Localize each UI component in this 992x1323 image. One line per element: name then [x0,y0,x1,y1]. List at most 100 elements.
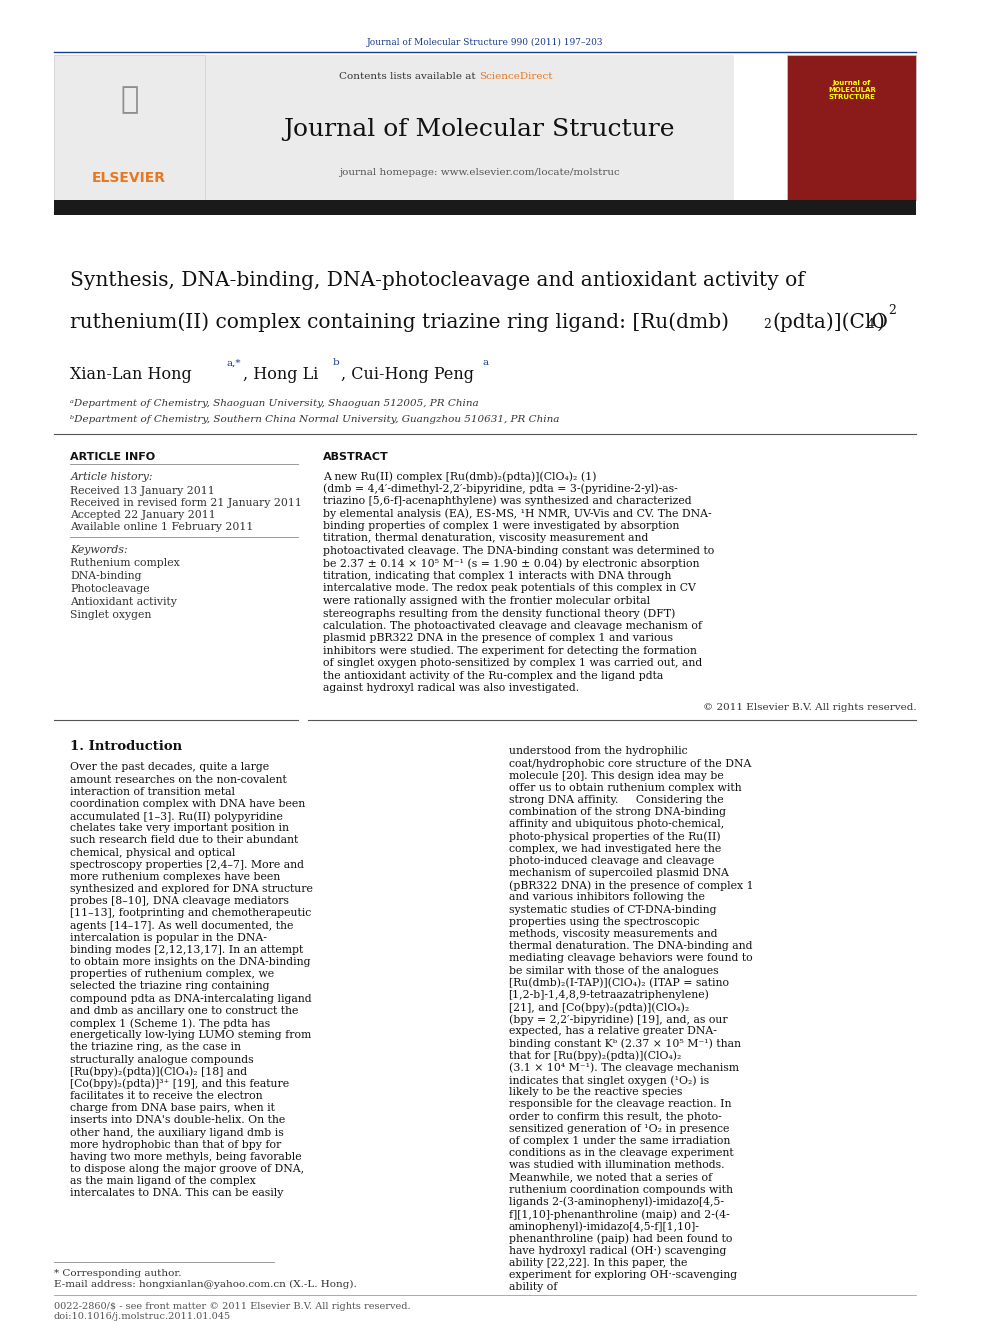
Text: doi:10.1016/j.molstruc.2011.01.045: doi:10.1016/j.molstruc.2011.01.045 [54,1312,231,1322]
Text: binding modes [2,12,13,17]. In an attempt: binding modes [2,12,13,17]. In an attemp… [70,945,304,955]
Text: Journal of Molecular Structure 990 (2011) 197–203: Journal of Molecular Structure 990 (2011… [367,38,603,48]
Text: mediating cleavage behaviors were found to: mediating cleavage behaviors were found … [509,954,752,963]
FancyBboxPatch shape [54,200,917,214]
Text: , Hong Li: , Hong Li [243,366,318,384]
Text: was studied with illumination methods.: was studied with illumination methods. [509,1160,724,1171]
Text: be similar with those of the analogues: be similar with those of the analogues [509,966,718,975]
FancyBboxPatch shape [788,54,917,200]
Text: inhibitors were studied. The experiment for detecting the formation: inhibitors were studied. The experiment … [322,646,696,656]
Text: that for [Ru(bpy)₂(pdta)](ClO₄)₂: that for [Ru(bpy)₂(pdta)](ClO₄)₂ [509,1050,681,1061]
Text: inserts into DNA's double-helix. On the: inserts into DNA's double-helix. On the [70,1115,286,1126]
Text: Photocleavage: Photocleavage [70,583,150,594]
Text: understood from the hydrophilic: understood from the hydrophilic [509,746,687,757]
Text: (pdta)](ClO: (pdta)](ClO [773,312,889,332]
Text: 0022-2860/$ - see front matter © 2011 Elsevier B.V. All rights reserved.: 0022-2860/$ - see front matter © 2011 El… [54,1302,411,1311]
Text: by elemental analysis (EA), ES-MS, ¹H NMR, UV-Vis and CV. The DNA-: by elemental analysis (EA), ES-MS, ¹H NM… [322,508,711,519]
Text: properties using the spectroscopic: properties using the spectroscopic [509,917,699,927]
Text: structurally analogue compounds: structurally analogue compounds [70,1054,254,1065]
Text: 4: 4 [867,318,875,331]
Text: chemical, physical and optical: chemical, physical and optical [70,848,236,857]
Text: Over the past decades, quite a large: Over the past decades, quite a large [70,762,270,773]
Text: [Ru(dmb)₂(I-TAP)](ClO₄)₂ (ITAP = satino: [Ru(dmb)₂(I-TAP)](ClO₄)₂ (ITAP = satino [509,978,728,988]
Text: facilitates it to receive the electron: facilitates it to receive the electron [70,1091,263,1101]
Text: and various inhibitors following the: and various inhibitors following the [509,893,704,902]
Text: Received in revised form 21 January 2011: Received in revised form 21 January 2011 [70,497,303,508]
Text: complex 1 (Scheme 1). The pdta has: complex 1 (Scheme 1). The pdta has [70,1017,271,1028]
Text: compound pdta as DNA-intercalating ligand: compound pdta as DNA-intercalating ligan… [70,994,312,1004]
Text: against hydroxyl radical was also investigated.: against hydroxyl radical was also invest… [322,683,579,693]
FancyBboxPatch shape [54,54,733,200]
Text: ABSTRACT: ABSTRACT [322,452,389,462]
Text: DNA-binding: DNA-binding [70,570,142,581]
Text: expected, has a relative greater DNA-: expected, has a relative greater DNA- [509,1027,716,1036]
Text: properties of ruthenium complex, we: properties of ruthenium complex, we [70,970,275,979]
Text: Journal of Molecular Structure: Journal of Molecular Structure [284,118,675,140]
Text: affinity and ubiquitous photo-chemical,: affinity and ubiquitous photo-chemical, [509,819,724,830]
Text: molecule [20]. This design idea may be: molecule [20]. This design idea may be [509,771,723,781]
Text: ruthenium coordination compounds with: ruthenium coordination compounds with [509,1184,733,1195]
Text: sensitized generation of ¹O₂ in presence: sensitized generation of ¹O₂ in presence [509,1123,729,1134]
Text: [Co(bpy)₂(pdta)]³⁺ [19], and this feature: [Co(bpy)₂(pdta)]³⁺ [19], and this featur… [70,1078,290,1089]
Text: other hand, the auxiliary ligand dmb is: other hand, the auxiliary ligand dmb is [70,1127,284,1138]
Text: energetically low-lying LUMO steming from: energetically low-lying LUMO steming fro… [70,1031,311,1040]
Text: charge from DNA base pairs, when it: charge from DNA base pairs, when it [70,1103,276,1113]
Text: the antioxidant activity of the Ru-complex and the ligand pdta: the antioxidant activity of the Ru-compl… [322,671,663,680]
Text: triazino [5,6-f]-acenaphthylene) was synthesized and characterized: triazino [5,6-f]-acenaphthylene) was syn… [322,496,691,507]
Text: Keywords:: Keywords: [70,545,128,554]
Text: of singlet oxygen photo-sensitized by complex 1 was carried out, and: of singlet oxygen photo-sensitized by co… [322,658,702,668]
Text: experiment for exploring OH·-scavenging: experiment for exploring OH·-scavenging [509,1270,737,1279]
Text: 2: 2 [888,304,896,318]
Text: [1,2-b]-1,4,8,9-tetraazatriphenylene): [1,2-b]-1,4,8,9-tetraazatriphenylene) [509,990,709,1000]
Text: (bpy = 2,2′-bipyridine) [19], and, as our: (bpy = 2,2′-bipyridine) [19], and, as ou… [509,1015,727,1025]
Text: synthesized and explored for DNA structure: synthesized and explored for DNA structu… [70,884,313,894]
Text: as the main ligand of the complex: as the main ligand of the complex [70,1176,256,1187]
Text: ᵇDepartment of Chemistry, Southern China Normal University, Guangzhou 510631, PR: ᵇDepartment of Chemistry, Southern China… [70,415,559,425]
Text: f][1,10]-phenanthroline (maip) and 2-(4-: f][1,10]-phenanthroline (maip) and 2-(4- [509,1209,729,1220]
Text: were rationally assigned with the frontier molecular orbital: were rationally assigned with the fronti… [322,595,650,606]
Text: conditions as in the cleavage experiment: conditions as in the cleavage experiment [509,1148,733,1158]
Text: responsible for the cleavage reaction. In: responsible for the cleavage reaction. I… [509,1099,731,1110]
Text: likely to be the reactive species: likely to be the reactive species [509,1088,682,1097]
Text: (pBR322 DNA) in the presence of complex 1: (pBR322 DNA) in the presence of complex … [509,880,753,890]
Text: photo-induced cleavage and cleavage: photo-induced cleavage and cleavage [509,856,714,867]
Text: photoactivated cleavage. The DNA-binding constant was determined to: photoactivated cleavage. The DNA-binding… [322,546,714,556]
Text: photo-physical properties of the Ru(II): photo-physical properties of the Ru(II) [509,832,720,843]
Text: Article history:: Article history: [70,472,153,482]
Text: intercalation is popular in the DNA-: intercalation is popular in the DNA- [70,933,267,943]
Text: agents [14–17]. As well documented, the: agents [14–17]. As well documented, the [70,921,294,930]
Text: complex, we had investigated here the: complex, we had investigated here the [509,844,721,853]
Text: , Cui-Hong Peng: , Cui-Hong Peng [341,366,474,384]
Text: intercalates to DNA. This can be easily: intercalates to DNA. This can be easily [70,1188,284,1199]
Text: (dmb = 4,4′-dimethyl-2,2′-bipyridine, pdta = 3-(pyridine-2-yl)-as-: (dmb = 4,4′-dimethyl-2,2′-bipyridine, pd… [322,483,678,493]
Text: to dispose along the major groove of DNA,: to dispose along the major groove of DNA… [70,1164,305,1174]
Text: [21], and [Co(bpy)₂(pdta)](ClO₄)₂: [21], and [Co(bpy)₂(pdta)](ClO₄)₂ [509,1002,688,1012]
Text: combination of the strong DNA-binding: combination of the strong DNA-binding [509,807,725,818]
Text: interaction of transition metal: interaction of transition metal [70,787,235,796]
Text: plasmid pBR322 DNA in the presence of complex 1 and various: plasmid pBR322 DNA in the presence of co… [322,634,673,643]
Text: titration, indicating that complex 1 interacts with DNA through: titration, indicating that complex 1 int… [322,570,672,581]
Text: 1. Introduction: 1. Introduction [70,741,183,753]
Text: indicates that singlet oxygen (¹O₂) is: indicates that singlet oxygen (¹O₂) is [509,1076,708,1086]
Text: Synthesis, DNA-binding, DNA-photocleavage and antioxidant activity of: Synthesis, DNA-binding, DNA-photocleavag… [70,271,806,291]
Text: more ruthenium complexes have been: more ruthenium complexes have been [70,872,281,882]
Text: * Corresponding author.: * Corresponding author. [54,1269,182,1278]
Text: mechanism of supercoiled plasmid DNA: mechanism of supercoiled plasmid DNA [509,868,728,878]
Text: such research field due to their abundant: such research field due to their abundan… [70,835,299,845]
Text: to obtain more insights on the DNA-binding: to obtain more insights on the DNA-bindi… [70,957,310,967]
Text: coat/hydrophobic core structure of the DNA: coat/hydrophobic core structure of the D… [509,758,751,769]
Text: 🌳: 🌳 [120,85,138,114]
Text: ELSEVIER: ELSEVIER [92,171,166,185]
Text: ligands 2-(3-aminophenyl)-imidazo[4,5-: ligands 2-(3-aminophenyl)-imidazo[4,5- [509,1197,723,1208]
Text: Ruthenium complex: Ruthenium complex [70,558,181,568]
Text: [11–13], footprinting and chemotherapeutic: [11–13], footprinting and chemotherapeut… [70,909,311,918]
Text: binding constant Kᵇ (2.37 × 10⁵ M⁻¹) than: binding constant Kᵇ (2.37 × 10⁵ M⁻¹) tha… [509,1039,741,1049]
Text: Antioxidant activity: Antioxidant activity [70,597,178,607]
Text: ruthenium(II) complex containing triazine ring ligand: [Ru(dmb): ruthenium(II) complex containing triazin… [70,312,729,332]
Text: a,*: a,* [227,359,241,368]
Text: amount researches on the non-covalent: amount researches on the non-covalent [70,774,287,785]
Text: journal homepage: www.elsevier.com/locate/molstruc: journal homepage: www.elsevier.com/locat… [339,168,620,177]
Text: strong DNA affinity.     Considering the: strong DNA affinity. Considering the [509,795,723,806]
Text: and dmb as ancillary one to construct the: and dmb as ancillary one to construct th… [70,1005,299,1016]
Text: thermal denaturation. The DNA-binding and: thermal denaturation. The DNA-binding an… [509,941,752,951]
Text: Received 13 January 2011: Received 13 January 2011 [70,486,215,496]
